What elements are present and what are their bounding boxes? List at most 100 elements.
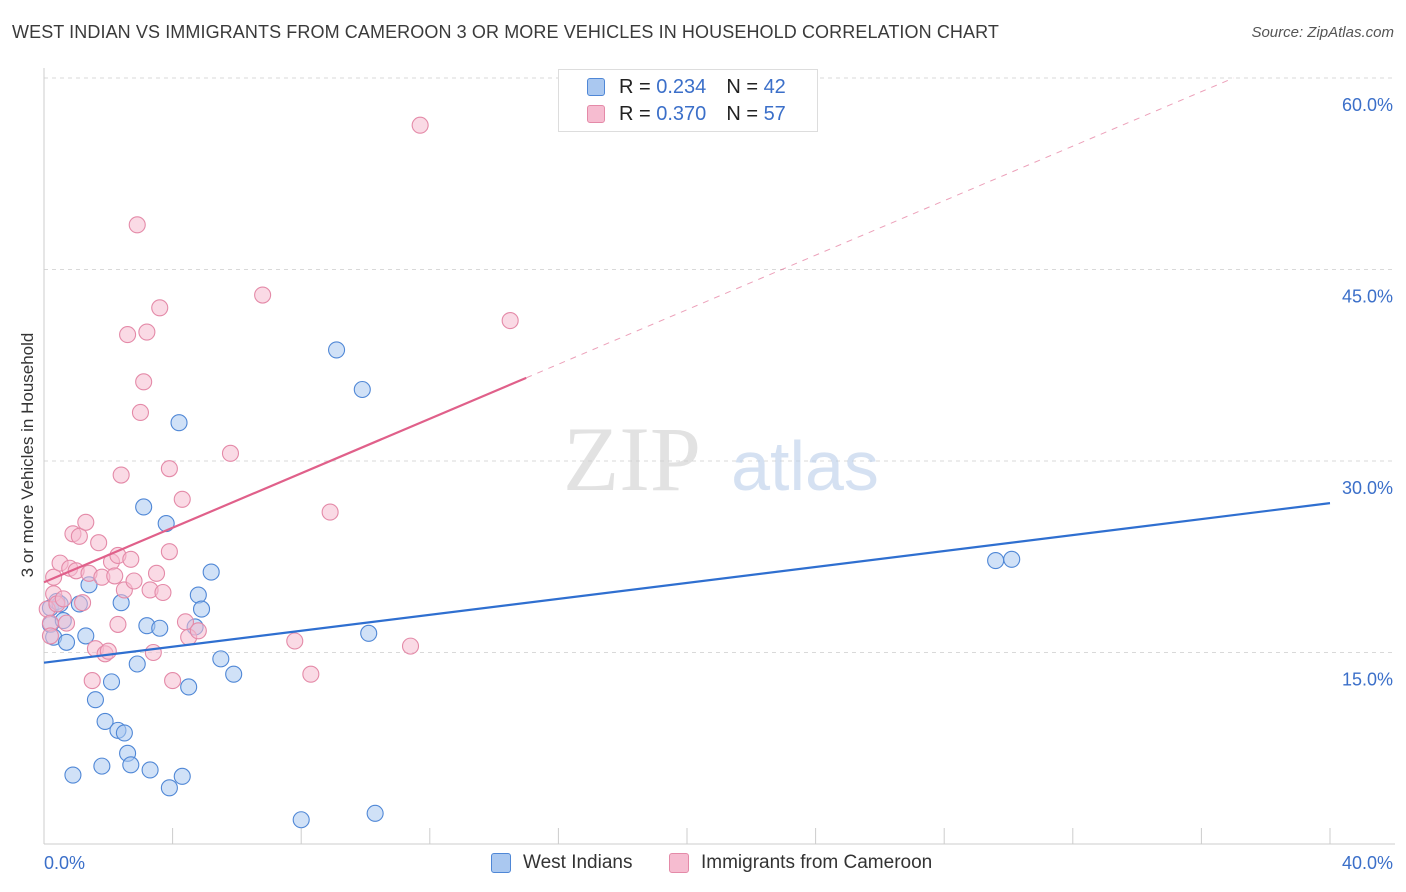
data-point [292, 811, 310, 829]
legend-r-label: R = [619, 102, 651, 125]
data-point [96, 712, 114, 730]
chart-title: WEST INDIAN VS IMMIGRANTS FROM CAMEROON … [12, 22, 1000, 42]
data-point [90, 534, 108, 552]
tick-labels: 15.0% 30.0% 45.0% 60.0% 0.0% 40.0% [44, 95, 1393, 873]
y-tick-label: 60.0% [1342, 95, 1393, 115]
data-point [411, 116, 429, 134]
data-point [54, 590, 72, 608]
data-point [254, 286, 272, 304]
data-point [122, 756, 140, 774]
series-swatch-pink [669, 853, 689, 873]
data-point [321, 503, 339, 521]
data-point [286, 632, 304, 650]
data-point [1003, 550, 1021, 568]
legend-r-label: R = [619, 75, 651, 98]
data-point [122, 550, 140, 568]
data-point [128, 655, 146, 673]
data-point [99, 642, 117, 660]
data-point [164, 672, 182, 690]
data-point [366, 804, 384, 822]
data-point [202, 563, 220, 581]
data-point [112, 466, 130, 484]
legend-swatch-blue [587, 78, 605, 96]
data-point [151, 299, 169, 317]
data-point [212, 650, 230, 668]
data-point [141, 761, 159, 779]
trend-line [43, 502, 1331, 664]
trend-lines [43, 77, 1331, 664]
watermark-zip: ZIP [563, 408, 701, 510]
trend-line [43, 376, 527, 584]
data-point [135, 498, 153, 516]
y-tick-label: 45.0% [1342, 287, 1393, 307]
correlation-legend: R = 0.234 N = 42 R = 0.370 N = 57 [558, 69, 818, 132]
data-point [160, 779, 178, 797]
data-point [102, 673, 121, 691]
legend-r-value: 0.234 [656, 75, 707, 98]
west-indians-points [41, 341, 1021, 829]
data-point [77, 627, 95, 645]
data-point [192, 600, 211, 618]
source-credit: Source: ZipAtlas.com [1251, 24, 1394, 41]
data-point [57, 633, 76, 651]
data-point [125, 572, 143, 590]
legend-n-label: N = [726, 75, 758, 98]
data-point [401, 637, 420, 655]
data-point [221, 444, 240, 462]
data-point [302, 665, 320, 683]
data-point [160, 460, 178, 478]
series-legend-cameroon[interactable]: Immigrants from Cameroon [669, 852, 932, 874]
data-point [74, 594, 92, 612]
data-point [135, 373, 153, 391]
data-point [147, 564, 166, 582]
data-point [360, 624, 378, 642]
data-point [173, 767, 191, 785]
data-point [83, 672, 101, 690]
data-point [93, 757, 111, 775]
series-swatch-blue [491, 853, 511, 873]
trend-line-extension [526, 77, 1234, 379]
x-tick-label: 40.0% [1342, 853, 1393, 873]
data-point [41, 627, 59, 645]
data-point [86, 691, 104, 709]
data-point [128, 216, 146, 234]
data-point [70, 527, 88, 545]
watermark: ZIP atlas [563, 408, 879, 510]
legend-swatch-pink [587, 105, 605, 123]
legend-r-value: 0.370 [656, 102, 707, 125]
cameroon-points [38, 116, 519, 690]
data-point [151, 619, 169, 637]
data-point [138, 323, 156, 341]
data-point [189, 622, 207, 640]
watermark-atlas: atlas [731, 427, 879, 505]
x-tick-label: 0.0% [44, 853, 85, 873]
data-point [144, 643, 162, 662]
data-point [115, 724, 133, 742]
data-point [109, 615, 127, 633]
data-point [501, 312, 519, 330]
legend-row-west-indians: R = 0.234 N = 42 [587, 75, 786, 99]
data-point [119, 326, 137, 344]
data-point [131, 403, 149, 422]
data-point [353, 380, 371, 399]
data-point [64, 766, 82, 784]
data-point [106, 567, 124, 585]
data-point [189, 586, 207, 604]
legend-n-label: N = [726, 102, 758, 125]
series-legend-west-indians[interactable]: West Indians [491, 852, 632, 874]
y-tick-label: 15.0% [1342, 670, 1393, 690]
legend-n-value: 57 [763, 102, 786, 125]
data-point [225, 665, 243, 683]
data-point [987, 552, 1005, 570]
series-label-cameroon: Immigrants from Cameroon [701, 852, 933, 873]
axes [43, 68, 1395, 845]
data-point [160, 543, 178, 561]
data-point [77, 513, 95, 531]
y-tick-label: 30.0% [1342, 478, 1393, 498]
legend-n-value: 42 [763, 75, 786, 98]
series-legend: West Indians Immigrants from Cameroon [0, 852, 1406, 878]
data-point [154, 583, 172, 602]
gridlines [44, 77, 1395, 653]
data-point [170, 414, 188, 432]
